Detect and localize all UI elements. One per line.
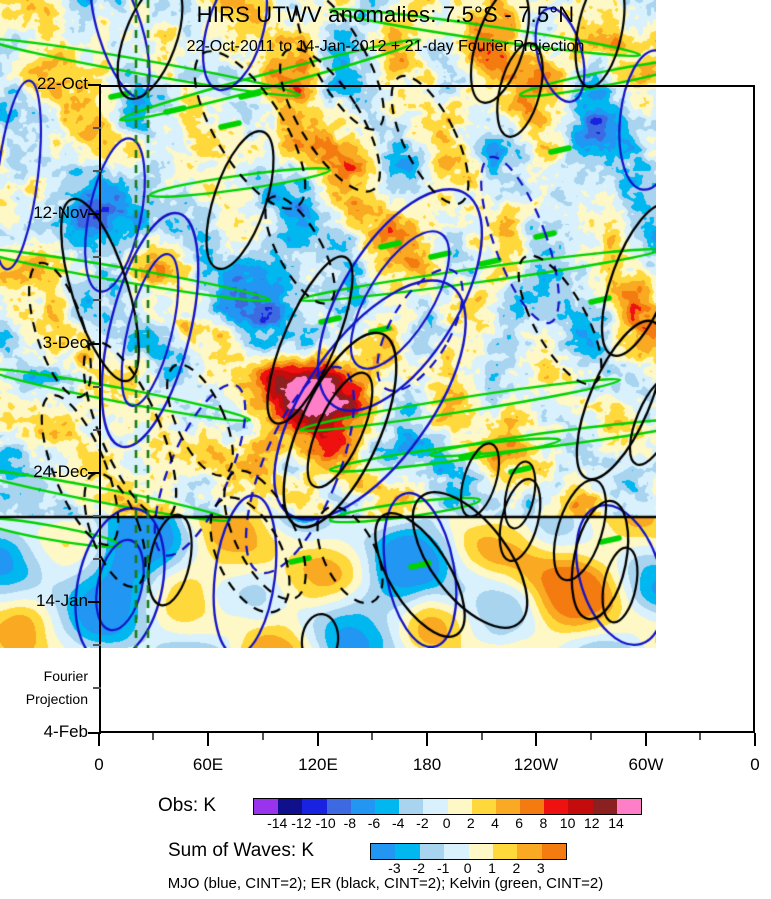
- colorbar-tick-label: 3: [536, 860, 545, 876]
- waves-colorbar-label: Sum of Waves: K: [168, 840, 315, 861]
- x-axis-minor-tick: [590, 733, 592, 740]
- fourier-label-line2: Projection: [25, 691, 88, 707]
- x-axis-minor-tick: [699, 733, 701, 740]
- colorbar-swatch: [423, 799, 448, 814]
- colorbar-tick-label: 2: [466, 815, 475, 831]
- x-axis-tick: [645, 733, 647, 746]
- page-subtitle: 22-Oct-2011 to 14-Jan-2012 + 21-day Four…: [186, 38, 585, 55]
- colorbar-tick-label: -2: [412, 860, 426, 876]
- x-axis-label: 60E: [192, 755, 224, 774]
- colorbar-tick-label: 8: [539, 815, 548, 831]
- colorbar-swatch: [492, 844, 518, 859]
- colorbar-swatch: [326, 799, 351, 814]
- colorbar-tick-label: -2: [416, 815, 429, 831]
- x-axis-minor-tick: [152, 733, 154, 740]
- obs-colorbar-label: Obs: K: [158, 795, 217, 816]
- colorbar-swatch: [350, 799, 375, 814]
- colorbar-swatch: [544, 799, 569, 814]
- colorbar-tick-label: -4: [391, 815, 405, 831]
- y-axis-minor-tick: [93, 687, 101, 689]
- y-axis-label: 22-Oct: [36, 74, 88, 93]
- colorbar-tick-label: 1: [488, 860, 496, 876]
- x-axis-tick: [535, 733, 537, 746]
- colorbar-tick-label: 4: [491, 815, 499, 831]
- fourier-label-line1: Fourier: [43, 668, 88, 684]
- colorbar-swatch: [302, 799, 327, 814]
- y-axis-tick: [88, 732, 101, 734]
- hovmoller-plot[interactable]: [0, 0, 656, 648]
- x-axis-tick: [754, 733, 756, 746]
- y-axis-minor-tick: [93, 386, 101, 388]
- colorbar-swatch: [517, 844, 542, 859]
- colorbar-swatch: [278, 799, 303, 814]
- x-axis-label: 60W: [628, 755, 664, 774]
- colorbar-swatch: [495, 799, 521, 814]
- colorbar-tick-label: -8: [343, 815, 357, 831]
- y-axis-label: 12-Nov: [33, 203, 88, 222]
- y-axis-tick: [88, 472, 101, 474]
- x-axis-label: 0: [750, 755, 760, 774]
- colorbar-tick-label: 0: [463, 860, 472, 876]
- obs-colorbar[interactable]: [253, 798, 643, 815]
- y-axis-label: 24-Dec: [33, 462, 88, 481]
- colorbar-tick-label: 6: [515, 815, 524, 831]
- colorbar-tick-label: -14: [267, 815, 288, 831]
- colorbar-tick-label: -3: [388, 860, 401, 876]
- x-axis-minor-tick: [481, 733, 483, 740]
- colorbar-swatch: [447, 799, 472, 814]
- x-axis-tick: [207, 733, 209, 746]
- colorbar-swatch: [374, 799, 400, 814]
- x-axis-label: 180: [412, 755, 442, 774]
- x-axis-tick: [426, 733, 428, 746]
- y-axis-minor-tick: [93, 256, 101, 258]
- colorbar-swatch: [541, 844, 567, 859]
- waves-colorbar[interactable]: [370, 843, 568, 860]
- y-axis-label: 4-Feb: [43, 722, 88, 741]
- colorbar-tick-label: -6: [367, 815, 381, 831]
- y-axis-tick: [88, 601, 101, 603]
- colorbar-tick-label: 2: [512, 860, 521, 876]
- y-axis-minor-tick: [93, 170, 101, 172]
- legend-caption: MJO (blue, CINT=2); ER (black, CINT=2); …: [167, 875, 604, 892]
- y-axis-minor-tick: [93, 644, 101, 646]
- y-axis-label: 3-Dec: [42, 333, 88, 352]
- colorbar-swatch: [468, 844, 493, 859]
- x-axis-minor-tick: [262, 733, 264, 740]
- x-axis-label: 120E: [298, 755, 338, 774]
- y-axis-minor-tick: [93, 299, 101, 301]
- colorbar-swatch: [419, 844, 445, 859]
- colorbar-swatch: [568, 799, 593, 814]
- y-axis-minor-tick: [93, 515, 101, 517]
- colorbar-swatch: [371, 844, 396, 859]
- hovmoller-canvas[interactable]: [0, 0, 656, 648]
- y-axis-tick: [88, 84, 101, 86]
- colorbar-tick-label: 14: [608, 815, 624, 831]
- x-axis-minor-tick: [371, 733, 373, 740]
- colorbar-swatch: [395, 844, 420, 859]
- colorbar-tick-label: 12: [584, 815, 600, 831]
- y-axis-minor-tick: [93, 429, 101, 431]
- colorbar-tick-label: -1: [436, 860, 450, 876]
- colorbar-swatch: [444, 844, 469, 859]
- y-axis-minor-tick: [93, 127, 101, 129]
- x-axis-tick: [98, 733, 100, 746]
- x-axis-tick: [317, 733, 319, 746]
- y-axis-label: 14-Jan: [36, 591, 88, 610]
- colorbar-tick-label: 0: [442, 815, 451, 831]
- y-axis-tick: [88, 213, 101, 215]
- colorbar-tick-label: -12: [291, 815, 312, 831]
- colorbar-swatch: [471, 799, 496, 814]
- colorbar-tick-label: -10: [315, 815, 336, 831]
- y-axis-tick: [88, 343, 101, 345]
- page-title: HIRS UTWV anomalies: 7.5°S - 7.5°N: [196, 2, 575, 27]
- y-axis-minor-tick: [93, 558, 101, 560]
- x-axis-label: 0: [94, 755, 104, 774]
- colorbar-swatch: [520, 799, 545, 814]
- colorbar-swatch: [616, 799, 641, 814]
- colorbar-tick-label: 10: [559, 815, 576, 831]
- colorbar-swatch: [399, 799, 424, 814]
- colorbar-swatch: [592, 799, 617, 814]
- x-axis-label: 120W: [513, 755, 559, 774]
- colorbar-swatch: [254, 799, 279, 814]
